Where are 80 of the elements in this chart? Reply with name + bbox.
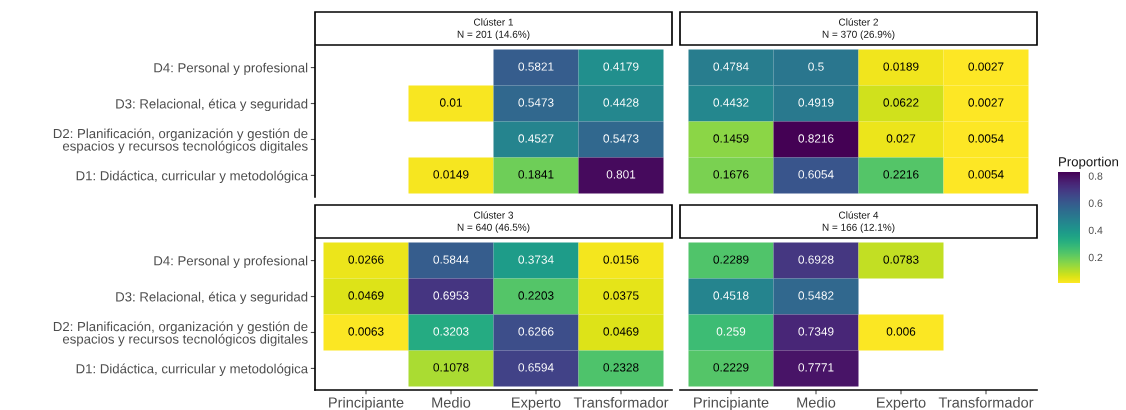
x-tick-label: Principiante — [694, 396, 769, 410]
x-tick-label: Medio — [797, 396, 836, 408]
data-label: 0.2203 — [518, 291, 554, 300]
data-label: 0.4179 — [603, 62, 639, 71]
data-label: 0.4428 — [603, 98, 639, 107]
data-label: 0.7349 — [798, 327, 834, 336]
y-tick-label: D2: Planificación, organización y gestión de espacios y recursos tecnológicos digitales — [53, 321, 308, 347]
chart-subtitle: N = 166 (12.1%) — [822, 223, 895, 233]
data-label: 0.0189 — [883, 62, 919, 71]
data-label: 0.1676 — [713, 170, 749, 179]
data-label: 0.006 — [886, 327, 916, 336]
data-label: 0.5482 — [798, 291, 834, 300]
data-label: 0.5473 — [603, 134, 639, 143]
data-label: 0.8216 — [798, 134, 834, 143]
x-tick-label: Principiante — [329, 396, 404, 410]
data-label: 0.4527 — [518, 134, 554, 143]
data-label: 0.2289 — [713, 255, 749, 264]
data-label: 0.0783 — [883, 255, 919, 264]
chart-title: Clúster 4 — [839, 211, 879, 219]
data-label: 0.6928 — [798, 255, 834, 264]
data-label: 0.5 — [808, 62, 824, 71]
data-label: 0.0027 — [968, 98, 1004, 107]
data-label: 0.6054 — [798, 170, 834, 179]
data-label: 0.4518 — [713, 291, 749, 300]
x-tick-label: Medio — [432, 396, 471, 408]
data-label: 0.0063 — [348, 327, 384, 336]
color-bar-label: 0.2 — [1088, 253, 1103, 262]
data-label: 0.259 — [716, 327, 746, 336]
data-label: 0.0054 — [968, 170, 1004, 179]
data-label: 0.2328 — [603, 363, 639, 372]
chart-title: Clúster 1 — [474, 18, 514, 26]
data-label: 0.0156 — [603, 255, 639, 264]
data-label: 0.0469 — [348, 291, 384, 300]
data-label: 0.2216 — [883, 170, 919, 179]
y-tick-label: D2: Planificación, organización y gestión de espacios y recursos tecnológicos digitales — [53, 128, 308, 154]
data-label: 0.6953 — [433, 291, 469, 300]
chart-title: Clúster 2 — [839, 18, 879, 26]
data-label: 0.4919 — [798, 98, 834, 107]
x-tick-label: Experto — [877, 397, 926, 410]
data-label: 0.5473 — [518, 98, 554, 107]
chart-subtitle: N = 640 (46.5%) — [457, 223, 530, 233]
y-tick-label: D1: Didáctica, curricular y metodológica — [76, 170, 309, 184]
data-label: 0.01 — [439, 98, 462, 107]
data-label: 0.0054 — [968, 134, 1004, 143]
data-label: 0.0622 — [883, 98, 919, 107]
y-tick-label: D3: Relacional, ética y seguridad — [116, 291, 308, 305]
data-label: 0.4432 — [713, 98, 749, 107]
color-bar-label: 0.8 — [1088, 172, 1103, 180]
data-label: 0.1459 — [713, 134, 749, 143]
y-tick-label: D1: Didáctica, curricular y metodológica — [76, 363, 309, 377]
color-bar-label: 0.4 — [1088, 226, 1103, 235]
x-tick-label: Transformador — [573, 396, 669, 408]
y-tick-label: D4: Personal y profesional — [154, 255, 308, 269]
x-tick-label: Experto — [512, 397, 561, 410]
x-tick-label: Transformador — [938, 396, 1034, 408]
data-label: 0.7771 — [798, 363, 834, 372]
data-label: 0.0027 — [968, 62, 1004, 71]
data-label: 0.0375 — [603, 291, 639, 300]
y-tick-label: D3: Relacional, ética y seguridad — [116, 98, 308, 112]
chart-subtitle: N = 370 (26.9%) — [822, 30, 895, 40]
data-label: 0.4784 — [713, 62, 749, 71]
data-label: 0.1841 — [518, 170, 554, 179]
data-label: 0.5844 — [433, 255, 469, 264]
data-label: 0.3203 — [433, 327, 469, 336]
color-bar-title: Proportion — [1059, 156, 1119, 169]
data-label: 0.6594 — [518, 363, 554, 372]
data-label: 0.0469 — [603, 327, 639, 336]
chart-subtitle: N = 201 (14.6%) — [457, 30, 530, 40]
chart-title: Clúster 3 — [474, 211, 514, 219]
data-label: 0.2229 — [713, 363, 749, 372]
color-bar-label: 0.6 — [1088, 199, 1103, 207]
data-label: 0.801 — [606, 170, 636, 179]
data-label: 0.1078 — [433, 363, 469, 372]
data-label: 0.027 — [886, 134, 916, 143]
data-label: 0.0149 — [433, 170, 469, 179]
y-tick-label: D4: Personal y profesional — [154, 62, 308, 76]
data-label: 0.6266 — [518, 327, 554, 336]
data-label: 0.3734 — [518, 255, 554, 264]
data-label: 0.5821 — [518, 62, 554, 71]
data-label: 0.0266 — [348, 255, 384, 264]
